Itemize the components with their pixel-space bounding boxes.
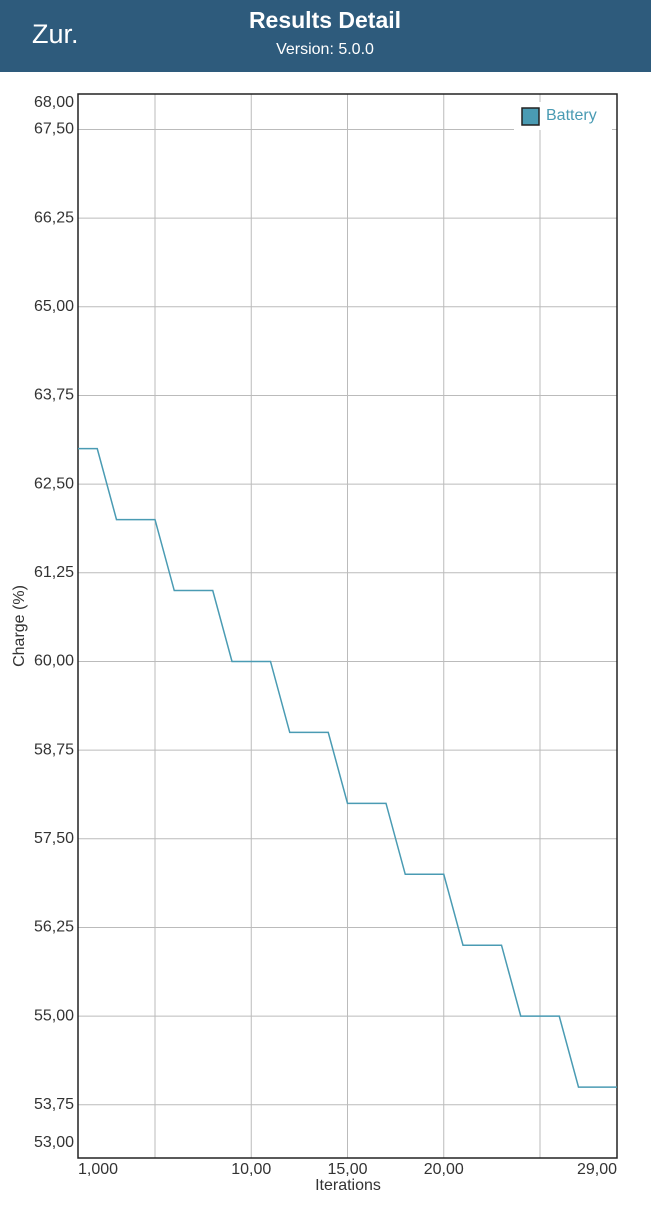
y-tick-label: 55,00 <box>34 1007 74 1024</box>
x-tick-label: 10,00 <box>231 1161 271 1178</box>
y-tick-label: 62,50 <box>34 475 74 492</box>
y-tick-label: 63,75 <box>34 387 74 404</box>
y-tick-label: 67,50 <box>34 121 74 138</box>
x-tick-label: 15,00 <box>327 1161 367 1178</box>
data-line <box>78 447 617 1088</box>
y-tick-label: 57,50 <box>34 830 74 847</box>
plot-frame <box>77 93 618 1159</box>
y-tick-label: 53,00 <box>34 1134 74 1151</box>
x-tick-label: 1,000 <box>78 1161 118 1178</box>
app-bar <box>0 0 651 72</box>
subtitle: Version: 5.0.0 <box>276 41 374 58</box>
y-tick-label: 60,00 <box>34 653 74 670</box>
legend-swatch <box>521 107 540 126</box>
y-tick-label: 68,00 <box>34 94 74 111</box>
x-axis-label: Iterations <box>315 1177 381 1194</box>
y-axis-label: Charge (%) <box>11 585 28 667</box>
y-tick-label: 61,25 <box>34 564 74 581</box>
back-button[interactable]: Zur. <box>32 19 79 49</box>
y-tick-label: 66,25 <box>34 209 74 226</box>
y-tick-label: 58,75 <box>34 741 74 758</box>
y-tick-label: 65,00 <box>34 298 74 315</box>
title: Results Detail <box>249 7 401 33</box>
x-tick-label: 29,00 <box>577 1161 617 1178</box>
y-tick-label: 56,25 <box>34 919 74 936</box>
x-tick-label: 20,00 <box>424 1161 464 1178</box>
legend-label: Battery <box>546 107 597 124</box>
y-tick-label: 53,75 <box>34 1096 74 1113</box>
